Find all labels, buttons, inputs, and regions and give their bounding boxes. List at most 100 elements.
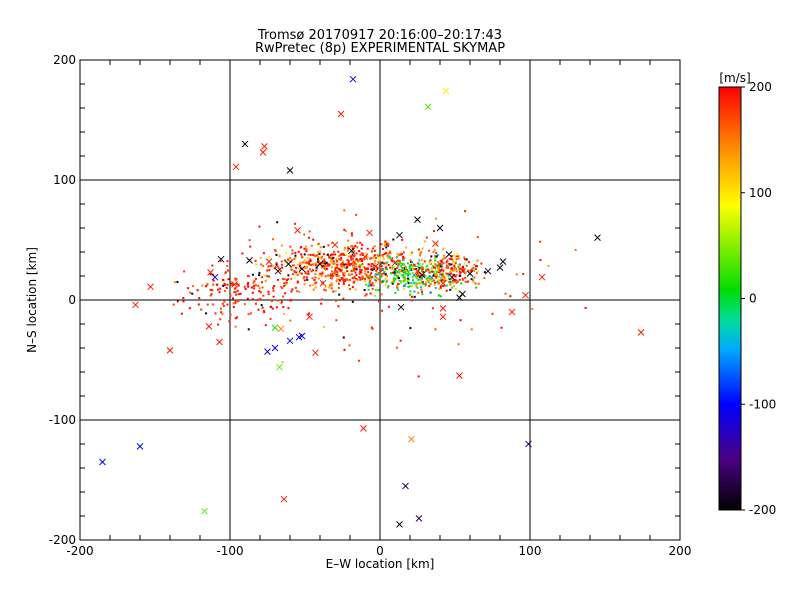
data-point xyxy=(259,297,262,300)
data-point xyxy=(467,280,470,283)
data-point xyxy=(341,263,344,266)
data-point xyxy=(368,263,371,266)
data-point xyxy=(584,306,587,309)
data-point xyxy=(337,305,340,308)
data-point xyxy=(385,266,388,269)
data-point xyxy=(428,278,431,281)
data-point xyxy=(382,257,385,260)
data-point xyxy=(346,249,349,252)
data-point xyxy=(402,251,405,254)
data-point xyxy=(397,259,400,262)
data-point xyxy=(380,263,383,266)
data-point xyxy=(322,261,325,264)
data-point xyxy=(363,288,366,291)
data-marker xyxy=(201,507,208,515)
data-point xyxy=(341,277,344,280)
data-point xyxy=(330,242,333,245)
data-point xyxy=(258,287,261,290)
data-marker xyxy=(456,294,463,301)
data-point xyxy=(386,254,389,257)
data-point xyxy=(430,276,433,279)
data-point xyxy=(316,254,319,257)
data-marker xyxy=(349,75,357,83)
data-point xyxy=(222,305,225,308)
data-point xyxy=(355,268,358,271)
data-point xyxy=(303,279,306,282)
data-point xyxy=(271,307,274,310)
data-point xyxy=(409,327,412,330)
data-point xyxy=(392,278,395,281)
data-point xyxy=(356,278,359,281)
data-point xyxy=(328,274,331,277)
data-point xyxy=(315,269,318,272)
data-point xyxy=(417,274,420,277)
data-point xyxy=(353,264,356,267)
data-point xyxy=(330,261,333,264)
data-point xyxy=(335,280,338,283)
data-point xyxy=(269,317,272,320)
x-tick-label: 100 xyxy=(519,544,542,558)
data-point xyxy=(393,271,396,274)
data-point xyxy=(448,281,451,284)
data-point xyxy=(261,286,264,289)
data-point xyxy=(410,299,413,302)
x-tick-label: 0 xyxy=(376,544,384,558)
data-point xyxy=(435,276,438,279)
data-point xyxy=(279,285,282,288)
data-point xyxy=(462,278,465,281)
data-point xyxy=(266,269,269,272)
data-point xyxy=(447,274,450,277)
data-point xyxy=(321,298,324,301)
data-point xyxy=(432,278,435,281)
data-point xyxy=(306,278,309,281)
data-point xyxy=(404,283,407,286)
data-point xyxy=(231,297,234,300)
data-point xyxy=(420,288,423,291)
data-point xyxy=(197,303,200,306)
data-point xyxy=(369,276,372,279)
data-point xyxy=(176,280,179,283)
data-point xyxy=(343,263,346,266)
data-point xyxy=(334,269,337,272)
data-point xyxy=(346,265,349,268)
data-markers xyxy=(99,75,645,528)
data-point xyxy=(434,255,437,258)
data-point xyxy=(226,283,229,286)
data-marker xyxy=(285,260,292,268)
data-point xyxy=(281,287,284,290)
data-point xyxy=(383,242,386,245)
data-point xyxy=(252,287,255,290)
data-point xyxy=(196,289,199,292)
data-point xyxy=(351,261,354,264)
data-point xyxy=(371,327,374,330)
data-point xyxy=(379,263,382,266)
data-point xyxy=(283,259,286,262)
data-point xyxy=(246,297,249,300)
data-point xyxy=(403,269,406,272)
data-marker xyxy=(436,224,444,232)
data-point xyxy=(368,281,371,284)
data-point xyxy=(289,256,292,259)
data-point xyxy=(386,261,389,264)
data-point xyxy=(227,278,230,281)
data-point xyxy=(441,267,444,270)
data-point xyxy=(260,263,263,266)
data-point xyxy=(317,256,320,259)
data-point xyxy=(419,278,422,281)
data-point xyxy=(380,280,383,283)
data-point xyxy=(378,267,381,270)
data-point xyxy=(419,252,422,255)
data-point xyxy=(236,289,239,292)
data-point xyxy=(307,270,310,273)
data-point xyxy=(323,325,326,328)
data-point xyxy=(403,272,406,275)
data-point xyxy=(406,270,409,273)
data-point xyxy=(247,281,250,284)
data-point xyxy=(214,312,217,315)
data-point xyxy=(442,254,445,257)
data-point xyxy=(426,265,429,268)
data-point xyxy=(399,339,402,342)
data-point xyxy=(247,313,250,316)
data-point xyxy=(346,258,349,261)
data-point xyxy=(377,272,380,275)
